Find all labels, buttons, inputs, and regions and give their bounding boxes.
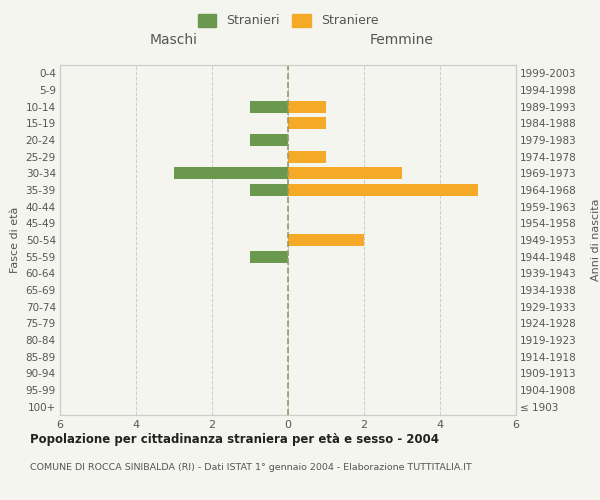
Legend: Stranieri, Straniere: Stranieri, Straniere bbox=[193, 8, 383, 32]
Y-axis label: Fasce di età: Fasce di età bbox=[10, 207, 20, 273]
Text: Popolazione per cittadinanza straniera per età e sesso - 2004: Popolazione per cittadinanza straniera p… bbox=[30, 432, 439, 446]
Text: Femmine: Femmine bbox=[370, 34, 434, 48]
Bar bbox=[288, 168, 402, 179]
Bar bbox=[250, 250, 288, 262]
Text: Maschi: Maschi bbox=[150, 34, 198, 48]
Bar bbox=[288, 100, 326, 112]
Bar bbox=[250, 134, 288, 146]
Text: COMUNE DI ROCCA SINIBALDA (RI) - Dati ISTAT 1° gennaio 2004 - Elaborazione TUTTI: COMUNE DI ROCCA SINIBALDA (RI) - Dati IS… bbox=[30, 462, 472, 471]
Bar bbox=[288, 150, 326, 162]
Bar bbox=[250, 184, 288, 196]
Bar bbox=[174, 168, 288, 179]
Y-axis label: Anni di nascita: Anni di nascita bbox=[591, 198, 600, 281]
Bar bbox=[250, 100, 288, 112]
Bar bbox=[288, 184, 478, 196]
Bar bbox=[288, 118, 326, 130]
Bar bbox=[288, 234, 364, 246]
